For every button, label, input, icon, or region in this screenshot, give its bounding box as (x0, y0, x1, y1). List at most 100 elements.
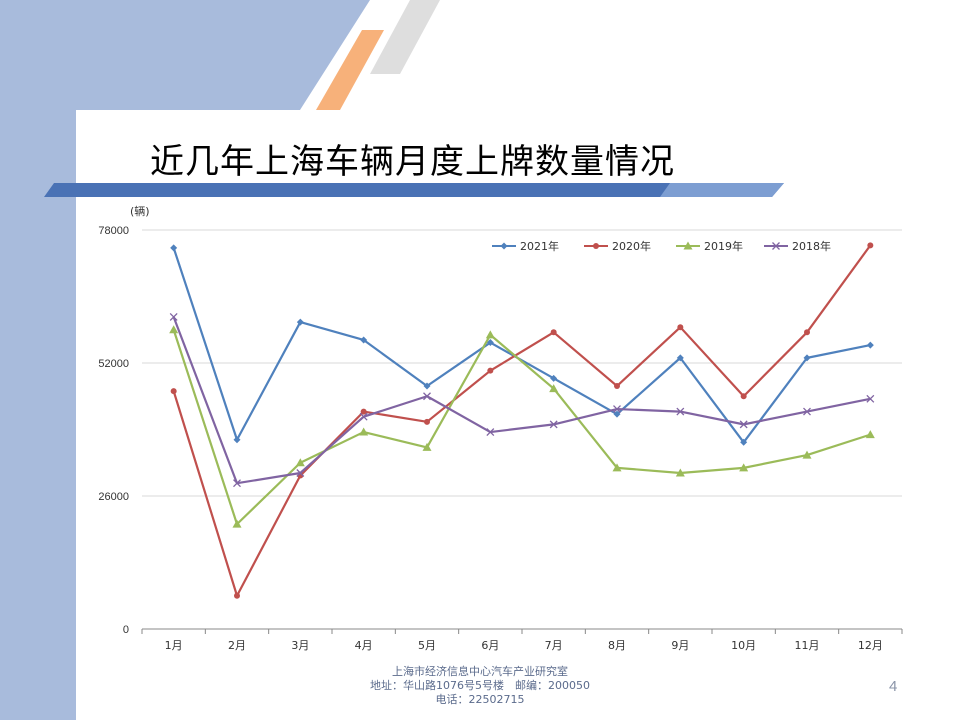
data-point (423, 392, 431, 401)
series-line (172, 329, 871, 526)
data-point (804, 329, 810, 336)
series-2018年 (169, 313, 875, 488)
x-tick-label: 5月 (418, 639, 436, 652)
data-point (232, 519, 242, 528)
x-axis-ticks: 1月 2月 3月 4月 5月 6月 7月 8月 9月 10月 11月 12月 (141, 629, 903, 652)
data-point (423, 382, 431, 390)
data-point (486, 339, 494, 347)
data-point (169, 325, 179, 334)
legend-item: 2019年 (676, 239, 743, 253)
left-band-decoration (0, 0, 370, 720)
legend-item: 2020年 (584, 239, 651, 253)
slide-title: 近几年上海车辆月度上牌数量情况 (150, 142, 675, 182)
legend-item: 2018年 (764, 239, 831, 253)
data-point (740, 393, 747, 400)
y-tick-label: 78000 (98, 225, 129, 237)
legend-swatch-marker (593, 243, 599, 249)
footer-line-address: 地址：华山路1076号5号楼 邮编：200050 (370, 679, 590, 692)
data-point (295, 458, 305, 467)
x-tick-label: 12月 (858, 639, 883, 652)
legend-label: 2018年 (792, 239, 831, 253)
x-tick-label: 7月 (545, 639, 563, 652)
y-tick-label: 26000 (98, 491, 129, 503)
data-point (424, 418, 430, 425)
data-point (359, 427, 369, 436)
legend-label: 2021年 (520, 239, 559, 253)
data-point (234, 592, 240, 599)
data-point (296, 318, 304, 326)
footer-contact: 上海市经济信息中心汽车产业研究室 地址：华山路1076号5号楼 邮编：20005… (330, 665, 630, 707)
data-point (359, 412, 368, 421)
legend-label: 2020年 (612, 239, 651, 253)
data-point (802, 450, 812, 459)
x-tick-label: 6月 (481, 639, 499, 652)
x-tick-label: 9月 (671, 639, 689, 652)
x-tick-label: 8月 (608, 639, 626, 652)
data-point (739, 463, 749, 472)
x-tick-label: 2月 (228, 639, 246, 652)
y-tick-label: 0 (123, 624, 129, 636)
data-point (170, 244, 178, 252)
data-point (676, 354, 684, 362)
title-underline-highlight (660, 183, 784, 197)
data-point (740, 438, 748, 446)
data-point (360, 336, 368, 344)
legend: 2021年 2020年 2019年 2018年 (492, 239, 831, 253)
data-point (550, 374, 558, 382)
data-point (613, 405, 621, 413)
data-point (613, 410, 621, 418)
data-point (865, 430, 875, 439)
data-point (486, 428, 495, 437)
data-point (549, 384, 559, 393)
data-point (676, 407, 685, 416)
x-tick-label: 1月 (165, 639, 183, 652)
x-tick-label: 3月 (291, 639, 309, 652)
data-point (169, 313, 178, 321)
series-2021年 (170, 244, 874, 446)
data-point (550, 329, 557, 336)
series-2020年 (170, 242, 874, 599)
series-group (169, 242, 875, 599)
footer-line-phone: 电话：22502715 (435, 693, 525, 706)
series-2019年 (169, 325, 875, 528)
data-point (675, 468, 685, 477)
data-point (170, 388, 177, 395)
data-point (233, 479, 241, 488)
data-point (549, 420, 558, 429)
data-point (360, 408, 367, 415)
data-point (866, 394, 875, 403)
legend-swatch-marker (500, 242, 508, 250)
legend-swatch-marker (683, 241, 693, 250)
y-unit-label: (辆) (130, 204, 150, 218)
data-point (233, 436, 241, 444)
y-tick-label: 52000 (98, 358, 129, 370)
x-tick-label: 4月 (355, 639, 373, 652)
data-point (677, 324, 684, 331)
legend-label: 2019年 (704, 239, 743, 253)
page-number: 4 (889, 678, 898, 695)
series-line (172, 247, 871, 444)
data-point (739, 420, 748, 429)
data-point (803, 407, 811, 416)
data-point (296, 469, 305, 477)
x-tick-label: 10月 (731, 639, 756, 652)
data-point (612, 463, 622, 472)
y-axis-ticks: 0 26000 52000 78000 (98, 225, 129, 636)
title-underline-bar (44, 183, 784, 197)
data-point (614, 383, 620, 390)
legend-swatch-marker (772, 242, 780, 250)
footer-line-organization: 上海市经济信息中心汽车产业研究室 (392, 665, 568, 678)
data-point (867, 242, 874, 249)
data-point (485, 330, 495, 339)
series-line (172, 244, 872, 597)
data-point (487, 367, 494, 374)
data-point (422, 442, 432, 451)
x-tick-label: 11月 (795, 639, 820, 652)
gray-stripe-decoration (370, 0, 440, 74)
series-line (172, 316, 871, 485)
legend-item: 2021年 (492, 239, 559, 253)
data-point (803, 354, 811, 362)
data-point (866, 341, 874, 349)
